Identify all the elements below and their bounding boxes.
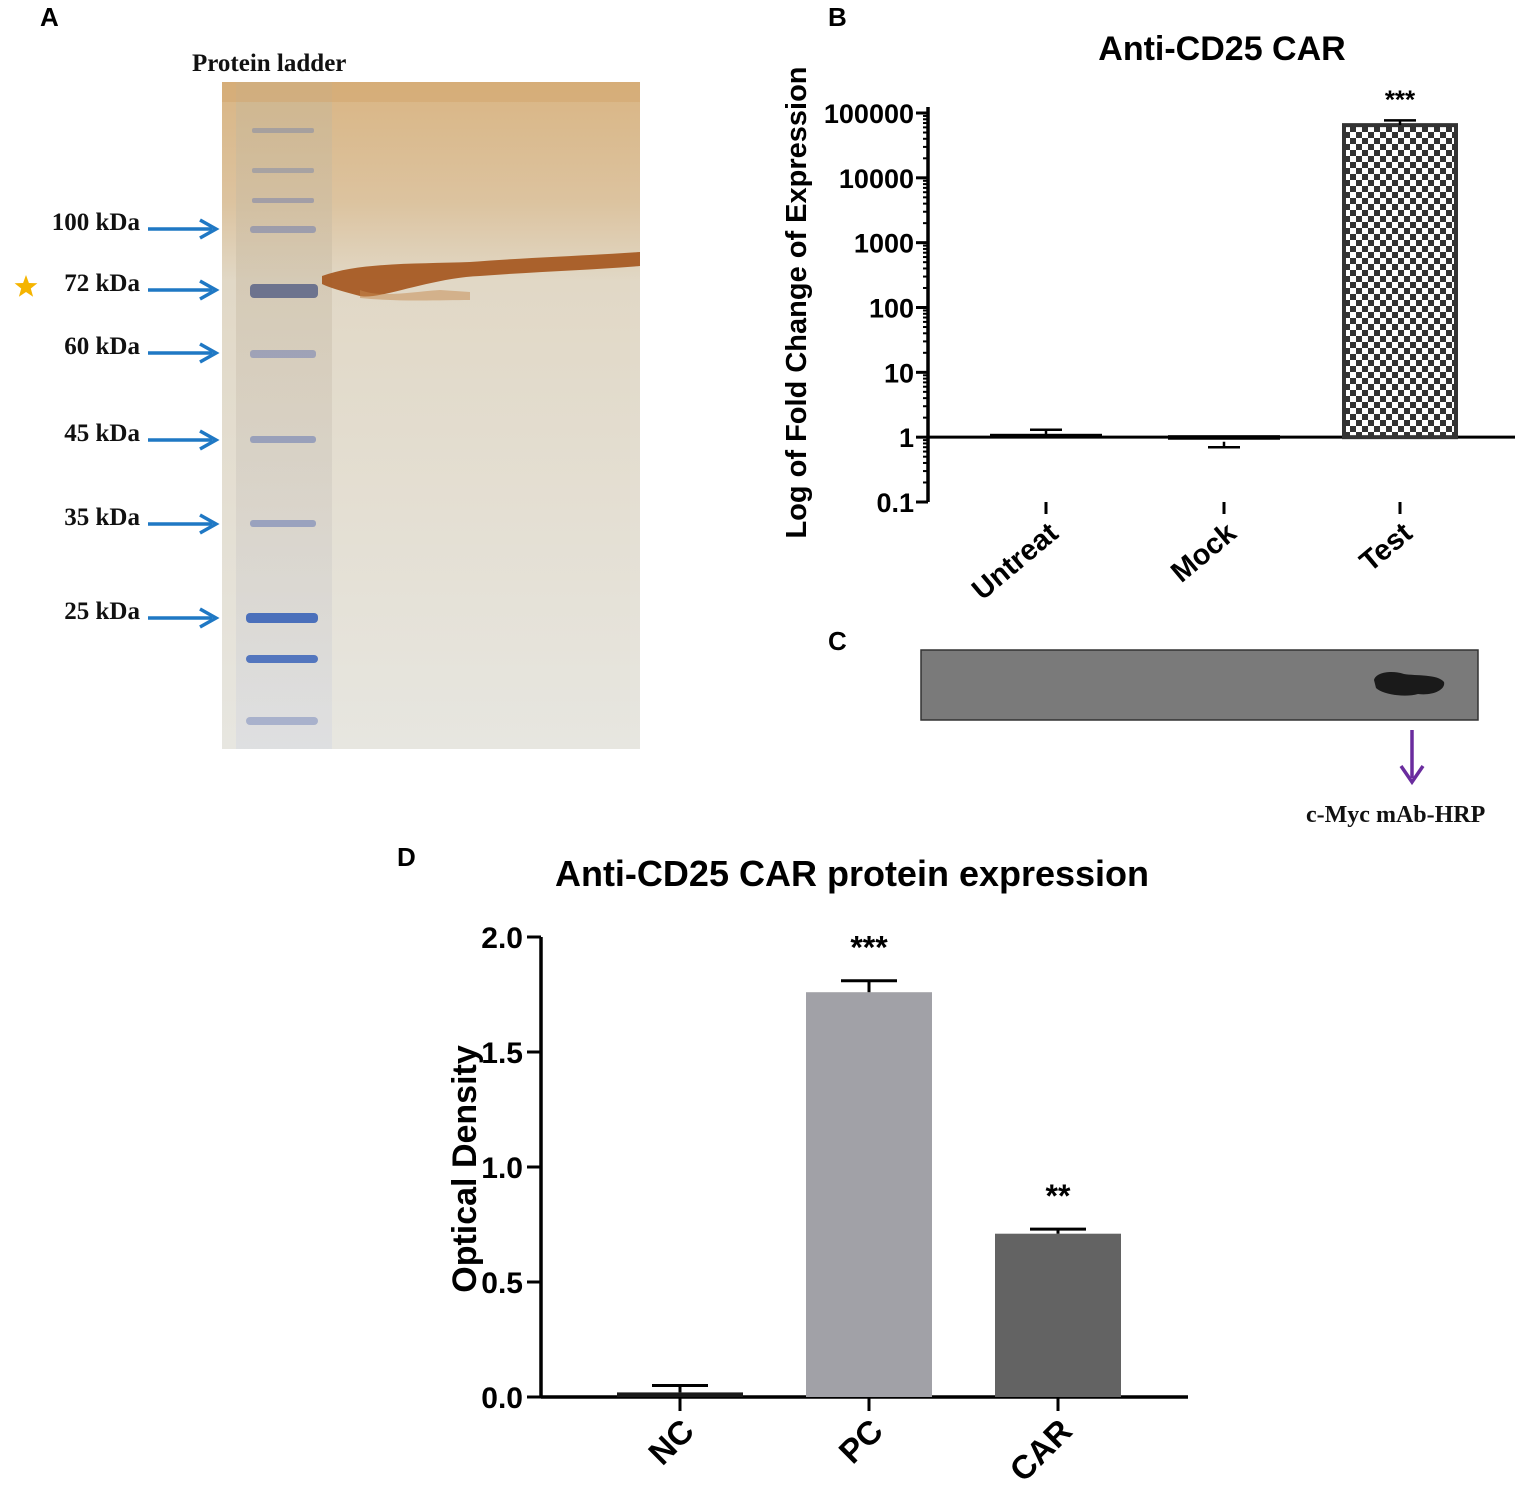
chart-b-category-label: Mock: [1165, 516, 1243, 589]
chart-b-ylabel: Log of Fold Change of Expression: [781, 66, 813, 538]
chart-d-bar: [995, 1233, 1121, 1397]
chart-b-tick-label: 10: [884, 358, 914, 388]
chart-d-tick-label: 1.5: [481, 1037, 523, 1070]
chart-d-category-label: PC: [831, 1412, 890, 1471]
chart-b-tick-label: 10000: [839, 164, 914, 194]
marker-label: 25 kDa: [64, 598, 140, 625]
blot-membrane: [920, 649, 1479, 721]
chart-b-tick-label: 100: [869, 294, 914, 324]
chart-b-category-label: Test: [1354, 517, 1419, 579]
chart-b-bar: [1168, 435, 1280, 440]
chart-b-tick-label: 1: [899, 423, 914, 453]
blot-annotation: c-Myc mAb-HRP: [1306, 802, 1486, 828]
panel-b-letter: B: [828, 2, 847, 32]
marker-label: 72 kDa: [64, 270, 140, 297]
chart-d-category-label: CAR: [1002, 1412, 1079, 1489]
chart-b-significance: ***: [1385, 84, 1416, 114]
chart-d-tick-label: 1.0: [481, 1152, 523, 1185]
blot-band: [1374, 672, 1445, 696]
chart-b: Anti-CD25 CAR Log of Fold Change of Expre…: [781, 30, 1515, 607]
chart-d-tick-label: 0.5: [481, 1267, 523, 1300]
blot-arrow-head: [1399, 765, 1425, 786]
chart-b-tick-label: 1000: [854, 229, 914, 259]
chart-b-bar: [1342, 123, 1458, 440]
marker-label: 100 kDa: [51, 209, 140, 236]
chart-d-significance: ***: [850, 930, 888, 966]
chart-d-category-label: NC: [641, 1412, 701, 1472]
chart-d-ylabel: Optical Density: [446, 1045, 484, 1293]
marker-label: 45 kDa: [64, 420, 140, 447]
marker-label: 35 kDa: [64, 504, 140, 531]
chart-d-title: Anti-CD25 CAR protein expression: [555, 853, 1149, 894]
marker-label: 60 kDa: [64, 333, 140, 360]
chart-d-significance: **: [1046, 1178, 1071, 1214]
chart-d-bar: [806, 992, 932, 1397]
chart-d-tick-label: 2.0: [481, 922, 523, 955]
chart-b-tick-label: 0.1: [876, 488, 914, 518]
chart-d-bar: [617, 1392, 743, 1397]
chart-b-title: Anti-CD25 CAR: [1098, 30, 1345, 68]
panel-d-letter: D: [397, 842, 416, 872]
ladder-label: Protein ladder: [192, 50, 347, 77]
panel-c-letter: C: [828, 626, 847, 656]
chart-d-tick-label: 0.0: [481, 1382, 523, 1415]
chart-b-category-label: Untreat: [966, 517, 1065, 607]
panel-a-letter: A: [40, 2, 59, 32]
chart-b-tick-label: 100000: [824, 99, 914, 129]
